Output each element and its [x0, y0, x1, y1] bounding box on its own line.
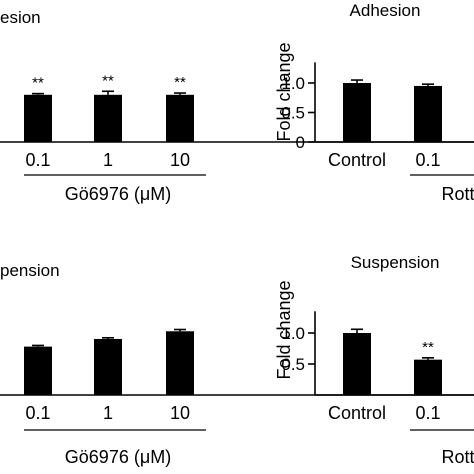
- significance-marker: **: [174, 74, 186, 91]
- bar-1: [94, 94, 122, 142]
- category-label: 1: [103, 403, 113, 423]
- group-label: Rottl: [441, 447, 474, 467]
- category-label: 10: [170, 403, 190, 423]
- y-tick-label: 0.5: [281, 355, 305, 374]
- group-label: Gö6976 (μM): [65, 447, 171, 467]
- significance-marker: **: [32, 75, 44, 92]
- significance-marker: **: [422, 339, 434, 356]
- category-label: Control: [328, 403, 386, 423]
- category-label: 1: [103, 150, 113, 170]
- y-tick-label: 1.0: [281, 324, 305, 343]
- panel-title: Adhesion: [350, 1, 421, 20]
- bar-control: [343, 333, 371, 395]
- panel-title: Suspension: [351, 253, 440, 272]
- y-axis-label: Fold change: [274, 280, 294, 379]
- y-tick-label: 0: [296, 133, 305, 152]
- group-label: Gö6976 (μM): [65, 184, 171, 204]
- bar-1: [94, 338, 122, 395]
- y-axis-label: Fold change: [274, 42, 294, 141]
- significance-marker: **: [102, 72, 114, 89]
- category-label: 0.1: [25, 403, 50, 423]
- panel-title: esion: [0, 8, 41, 27]
- group-label: Rottl: [441, 184, 474, 204]
- bar-0-1: [24, 346, 52, 395]
- y-tick-label: 0.5: [281, 104, 305, 123]
- panel-tl: esion ** 0.1 ** 1 ** 10 Gö6976 (μM): [0, 8, 474, 204]
- bar-10: [166, 331, 194, 395]
- bar-control: [343, 83, 371, 142]
- category-label: 0.1: [415, 403, 440, 423]
- bar-0-1: [24, 94, 52, 142]
- category-label: Control: [328, 150, 386, 170]
- panel-title: pension: [0, 261, 60, 280]
- bar-0-1: [414, 85, 442, 142]
- category-label: 0.1: [415, 150, 440, 170]
- category-label: 10: [170, 150, 190, 170]
- panel-bl: pension 0.1 1 10 Gö6976 (μM): [0, 261, 474, 467]
- category-label: 0.1: [25, 150, 50, 170]
- bar-10: [166, 94, 194, 142]
- y-tick-label: 1.0: [281, 74, 305, 93]
- bar-0-1: [414, 359, 442, 395]
